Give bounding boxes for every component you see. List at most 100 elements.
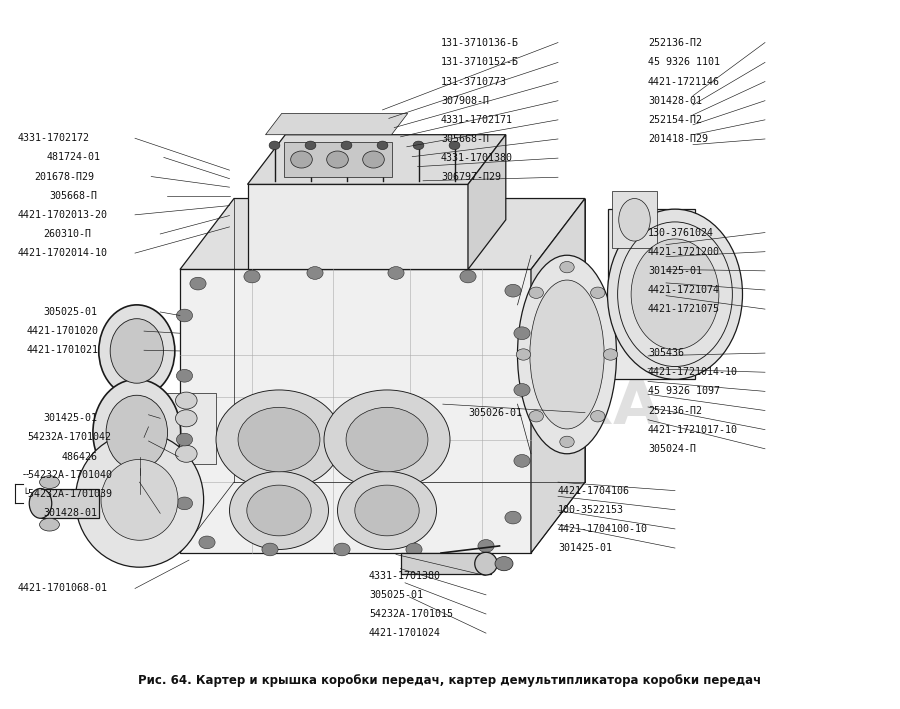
- Ellipse shape: [518, 255, 617, 454]
- Circle shape: [346, 407, 428, 472]
- Circle shape: [216, 390, 342, 489]
- Text: 45 9326 1101: 45 9326 1101: [648, 57, 720, 67]
- Circle shape: [514, 454, 530, 467]
- Text: 305024-П: 305024-П: [648, 444, 696, 454]
- Text: 45 9326 1097: 45 9326 1097: [648, 386, 720, 396]
- Circle shape: [560, 436, 574, 447]
- Circle shape: [529, 287, 544, 298]
- Circle shape: [176, 309, 193, 322]
- Text: 54232А-1701042: 54232А-1701042: [27, 432, 111, 442]
- Bar: [400, 553, 490, 574]
- Ellipse shape: [530, 280, 604, 429]
- Text: 301425-01: 301425-01: [648, 266, 702, 276]
- Text: 252136-П2: 252136-П2: [648, 406, 702, 415]
- Text: 301428-01: 301428-01: [648, 96, 702, 106]
- Text: 4421-1721014-10: 4421-1721014-10: [648, 367, 738, 377]
- Text: 4421-1721074: 4421-1721074: [648, 285, 720, 295]
- Circle shape: [478, 540, 494, 552]
- Circle shape: [199, 536, 215, 549]
- Text: 54232А-1701015: 54232А-1701015: [369, 609, 453, 619]
- Text: 306797-П29: 306797-П29: [441, 172, 501, 182]
- Ellipse shape: [619, 199, 651, 241]
- Ellipse shape: [40, 518, 59, 531]
- Circle shape: [514, 384, 530, 396]
- Text: 4421-1701068-01: 4421-1701068-01: [18, 584, 108, 593]
- Text: 4421-1701020: 4421-1701020: [27, 326, 99, 336]
- Circle shape: [334, 543, 350, 556]
- Bar: [284, 142, 392, 177]
- Ellipse shape: [475, 552, 498, 575]
- Ellipse shape: [106, 396, 167, 470]
- Text: 4331-1701380: 4331-1701380: [441, 153, 513, 163]
- Ellipse shape: [99, 305, 175, 397]
- Circle shape: [517, 349, 531, 360]
- Circle shape: [355, 485, 419, 536]
- Text: 305025-01: 305025-01: [369, 590, 423, 600]
- Polygon shape: [248, 184, 468, 269]
- Text: 4331-1702172: 4331-1702172: [18, 133, 90, 143]
- Text: 252136-П2: 252136-П2: [648, 38, 702, 48]
- Ellipse shape: [110, 319, 164, 383]
- Circle shape: [247, 485, 311, 536]
- Circle shape: [176, 392, 197, 409]
- Text: 201418-П29: 201418-П29: [648, 134, 708, 144]
- Text: 260310-П: 260310-П: [43, 229, 91, 239]
- Circle shape: [238, 407, 320, 472]
- Polygon shape: [180, 199, 585, 269]
- Circle shape: [603, 349, 617, 360]
- Circle shape: [262, 543, 278, 556]
- Text: 131-3710773: 131-3710773: [441, 77, 507, 86]
- Circle shape: [363, 151, 384, 168]
- Circle shape: [449, 141, 460, 150]
- Text: └54232А-1701039: └54232А-1701039: [22, 489, 112, 499]
- Text: 4421-1702014-10: 4421-1702014-10: [18, 248, 108, 258]
- Text: 4421-1721146: 4421-1721146: [648, 77, 720, 86]
- Ellipse shape: [631, 239, 719, 350]
- Text: 4421-1701024: 4421-1701024: [369, 628, 441, 638]
- Text: 201678-П29: 201678-П29: [34, 172, 94, 182]
- Circle shape: [176, 369, 193, 382]
- Polygon shape: [468, 135, 506, 269]
- Text: 4331-1701380: 4331-1701380: [369, 571, 441, 581]
- Circle shape: [244, 270, 260, 283]
- Circle shape: [176, 433, 193, 446]
- Circle shape: [338, 471, 436, 549]
- Circle shape: [529, 411, 544, 422]
- Ellipse shape: [40, 476, 59, 489]
- Circle shape: [505, 284, 521, 297]
- Circle shape: [176, 497, 193, 510]
- Circle shape: [291, 151, 312, 168]
- Circle shape: [190, 277, 206, 290]
- Circle shape: [269, 141, 280, 150]
- Ellipse shape: [101, 459, 178, 540]
- Ellipse shape: [93, 379, 181, 486]
- Polygon shape: [180, 269, 531, 553]
- Text: 305668-П: 305668-П: [50, 191, 97, 201]
- Text: 301425-01: 301425-01: [558, 543, 612, 553]
- Circle shape: [377, 141, 388, 150]
- Text: 305026-01: 305026-01: [468, 408, 522, 418]
- Text: 4421-1702013-20: 4421-1702013-20: [18, 210, 108, 220]
- Text: ╌54232А-1701040: ╌54232А-1701040: [22, 470, 112, 480]
- Text: ГРУЗОВИКА: ГРУЗОВИКА: [239, 378, 661, 437]
- Text: 307908-П: 307908-П: [441, 96, 489, 106]
- Text: 4421-1721017-10: 4421-1721017-10: [648, 425, 738, 435]
- Polygon shape: [531, 199, 585, 553]
- Polygon shape: [266, 113, 408, 135]
- Text: 4421-1704106: 4421-1704106: [558, 486, 630, 496]
- Circle shape: [305, 141, 316, 150]
- Circle shape: [327, 151, 348, 168]
- Text: 305436: 305436: [648, 348, 684, 358]
- Polygon shape: [608, 209, 695, 379]
- Circle shape: [324, 390, 450, 489]
- Text: 301425-01: 301425-01: [43, 413, 97, 423]
- Text: 486426: 486426: [61, 452, 97, 462]
- Text: 252154-П2: 252154-П2: [648, 115, 702, 125]
- Text: 305025-01: 305025-01: [43, 307, 97, 317]
- Text: 4421-1701021: 4421-1701021: [27, 345, 99, 355]
- Circle shape: [413, 141, 424, 150]
- Text: 4331-1702171: 4331-1702171: [441, 115, 513, 125]
- Bar: [158, 393, 216, 464]
- Circle shape: [560, 262, 574, 273]
- Text: 481724-01: 481724-01: [47, 152, 101, 162]
